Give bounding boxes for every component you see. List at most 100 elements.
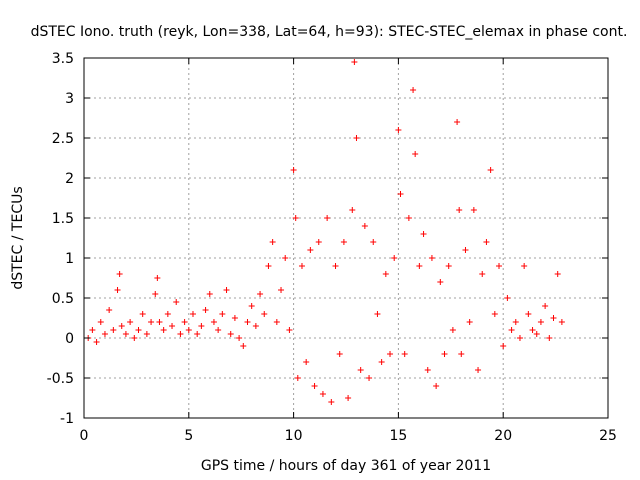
data-point (558, 319, 565, 325)
data-point (261, 311, 268, 317)
data-point (525, 311, 532, 317)
data-point (466, 319, 473, 325)
data-point (351, 59, 358, 65)
data-point (391, 255, 398, 261)
data-point (319, 391, 326, 397)
data-point (324, 215, 331, 221)
data-point (504, 295, 511, 301)
data-point (252, 323, 259, 329)
x-tick-label: 15 (389, 428, 407, 444)
data-point (160, 327, 167, 333)
data-point (311, 383, 318, 389)
data-point (292, 215, 299, 221)
y-tick-label: 0.5 (52, 291, 74, 307)
data-point (357, 367, 364, 373)
data-point (462, 247, 469, 253)
data-point (169, 323, 176, 329)
data-point (496, 263, 503, 269)
data-point (110, 327, 117, 333)
data-point (118, 323, 125, 329)
data-point (445, 263, 452, 269)
data-point (244, 319, 251, 325)
data-point (405, 215, 412, 221)
y-tick-label: 0 (65, 331, 74, 347)
data-point (428, 255, 435, 261)
data-point (156, 319, 163, 325)
x-tick-label: 10 (285, 428, 303, 444)
data-point (93, 339, 100, 345)
data-point (491, 311, 498, 317)
data-point (294, 375, 301, 381)
data-point (286, 327, 293, 333)
data-point (537, 319, 544, 325)
data-point (185, 327, 192, 333)
data-point (282, 255, 289, 261)
data-point (378, 359, 385, 365)
data-point (366, 375, 373, 381)
data-point (550, 315, 557, 321)
data-point (349, 207, 356, 213)
data-point (257, 291, 264, 297)
data-point (332, 263, 339, 269)
data-point (127, 319, 134, 325)
data-point (89, 327, 96, 333)
data-point (131, 335, 138, 341)
data-point (456, 207, 463, 213)
data-point (240, 343, 247, 349)
data-point (454, 119, 461, 125)
x-tick-label: 0 (80, 428, 89, 444)
data-point (303, 359, 310, 365)
data-point (475, 367, 482, 373)
data-point (458, 351, 465, 357)
y-tick-label: 1 (65, 251, 74, 267)
data-point (154, 275, 161, 281)
data-point (397, 191, 404, 197)
data-point (114, 287, 121, 293)
data-point (307, 247, 314, 253)
data-point (135, 327, 142, 333)
data-point (345, 395, 352, 401)
data-point (122, 331, 129, 337)
data-point (487, 167, 494, 173)
data-point (106, 307, 113, 313)
data-point (433, 383, 440, 389)
data-point (441, 351, 448, 357)
data-point (374, 311, 381, 317)
data-point (273, 319, 280, 325)
data-point (227, 331, 234, 337)
data-point (101, 331, 108, 337)
data-point (198, 323, 205, 329)
x-tick-label: 20 (494, 428, 512, 444)
data-point (470, 207, 477, 213)
data-point (449, 327, 456, 333)
data-point (521, 263, 528, 269)
data-point (554, 271, 561, 277)
data-point (97, 319, 104, 325)
data-point (416, 263, 423, 269)
x-tick-label: 5 (184, 428, 193, 444)
data-point (164, 311, 171, 317)
y-tick-label: 2.5 (52, 131, 74, 147)
y-tick-label: 3.5 (52, 51, 74, 67)
data-point (483, 239, 490, 245)
data-point (152, 291, 159, 297)
data-point (116, 271, 123, 277)
data-point (328, 399, 335, 405)
data-point (420, 231, 427, 237)
data-point (370, 239, 377, 245)
y-tick-label: 1.5 (52, 211, 74, 227)
data-point (148, 319, 155, 325)
data-point (437, 279, 444, 285)
data-point (223, 287, 230, 293)
data-point (143, 331, 150, 337)
data-point (401, 351, 408, 357)
data-point (508, 327, 515, 333)
data-point (278, 287, 285, 293)
data-point (206, 291, 213, 297)
data-point (215, 327, 222, 333)
y-tick-label: -0.5 (47, 371, 74, 387)
y-tick-label: 3 (65, 91, 74, 107)
y-axis-label: dSTEC / TECUs (10, 186, 26, 289)
data-point (269, 239, 276, 245)
data-point (181, 319, 188, 325)
